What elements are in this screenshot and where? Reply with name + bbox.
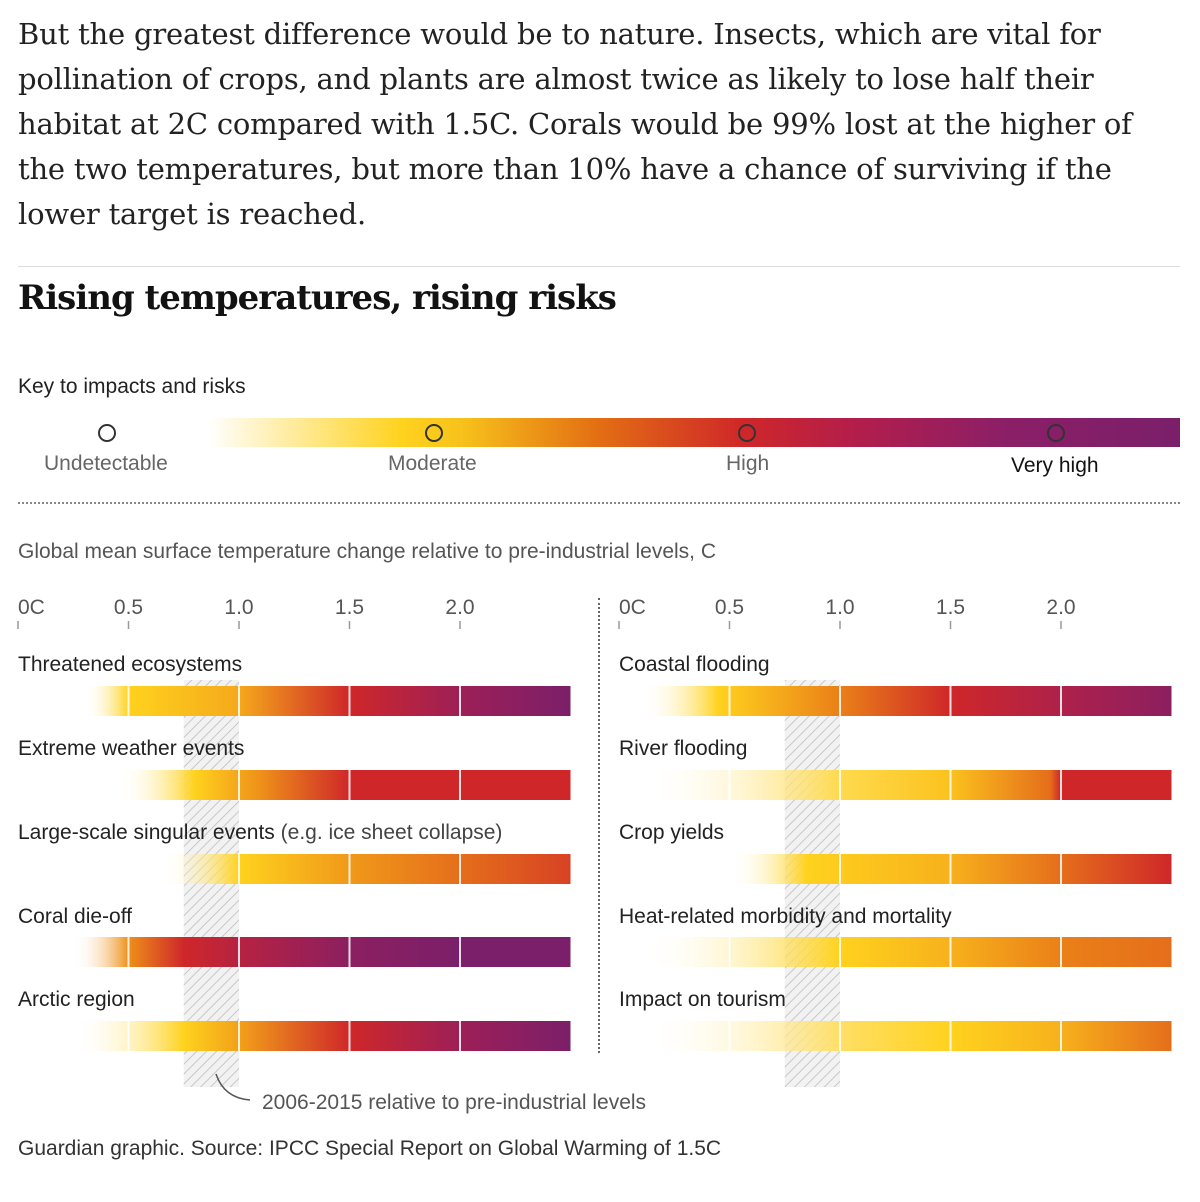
x-tick-label-left-4: 2.0	[445, 596, 474, 619]
row-label-right-3: Heat-related morbidity and mortality	[619, 905, 952, 928]
row-label-right-0: Coastal flooding	[619, 653, 770, 676]
row-label-left-1: Extreme weather events	[18, 737, 244, 760]
key-marker-undetectable	[98, 424, 116, 442]
key-label-moderate: Moderate	[388, 452, 477, 475]
x-tick-label-left-3: 1.5	[335, 596, 364, 619]
risk-bar-left-0	[84, 686, 571, 716]
x-tick-label-left-1: 0.5	[114, 596, 143, 619]
key-label-high: High	[726, 452, 770, 475]
risk-bar-left-4	[73, 1021, 571, 1051]
key-label-undetectable: Undetectable	[44, 452, 168, 475]
risk-bar-left-3	[73, 937, 571, 967]
x-tick-label-left-0: 0C	[18, 596, 45, 619]
risk-bar-left-1	[117, 770, 571, 800]
row-label-right-2: Crop yields	[619, 821, 724, 844]
key-label-very-high: Very high	[1011, 454, 1099, 477]
panel-separator	[598, 598, 600, 1053]
graphic-title: Rising temperatures, rising risks	[18, 278, 617, 318]
row-label-left-4: Arctic region	[18, 988, 135, 1011]
row-label-left-0: Threatened ecosystems	[18, 653, 242, 676]
x-tick-label-right-2: 1.0	[825, 596, 854, 619]
key-marker-very-high	[1047, 424, 1065, 442]
risk-bar-right-3	[641, 937, 1172, 967]
x-tick-label-left-2: 1.0	[224, 596, 253, 619]
row-label-right-1: River flooding	[619, 737, 747, 760]
x-tick-label-right-3: 1.5	[936, 596, 965, 619]
row-label-left-3: Coral die-off	[18, 905, 132, 928]
footnote-leader	[215, 1073, 251, 1101]
row-label-right-4: Impact on tourism	[619, 988, 786, 1011]
source-credit: Guardian graphic. Source: IPCC Special R…	[18, 1137, 722, 1160]
section-divider	[18, 266, 1180, 267]
x-tick-label-right-4: 2.0	[1046, 596, 1075, 619]
hatch-footnote: 2006-2015 relative to pre-industrial lev…	[262, 1091, 647, 1114]
axis-title: Global mean surface temperature change r…	[18, 540, 717, 563]
risk-bar-left-2	[161, 854, 571, 884]
x-tick-label-right-1: 0.5	[715, 596, 744, 619]
key-marker-high	[738, 424, 756, 442]
key-title: Key to impacts and risks	[18, 375, 246, 398]
row-label-left-2: Large-scale singular events (e.g. ice sh…	[18, 821, 502, 844]
risk-bar-right-1	[641, 770, 1172, 800]
risk-bar-right-0	[641, 686, 1172, 716]
risk-bar-right-4	[641, 1021, 1172, 1051]
key-gradient-bar	[208, 418, 1180, 447]
key-marker-moderate	[425, 424, 443, 442]
intro-paragraph: But the greatest difference would be to …	[18, 17, 1132, 231]
x-tick-label-right-0: 0C	[619, 596, 646, 619]
key-divider	[18, 502, 1180, 504]
